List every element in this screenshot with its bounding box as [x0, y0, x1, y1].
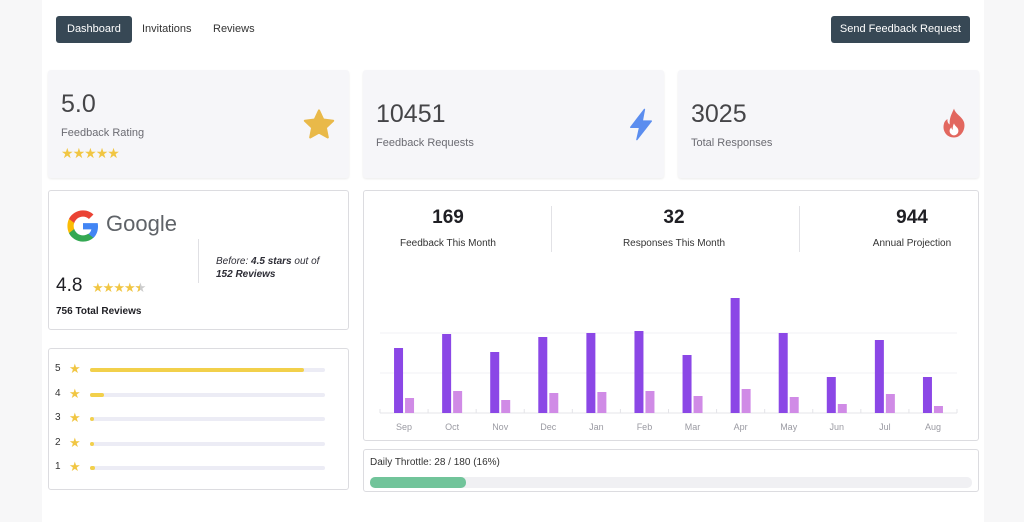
rating-row-track	[90, 466, 325, 470]
throttle-progress-track	[370, 477, 972, 488]
chart-bar-responses	[501, 400, 511, 413]
chart-bar-responses	[933, 406, 943, 413]
lightning-icon	[630, 108, 652, 141]
google-logo-text: Google	[106, 211, 177, 236]
rating-row-track	[90, 417, 325, 421]
stat-value: 5.0	[61, 90, 96, 118]
chart-bar-feedback	[778, 333, 788, 413]
monthly-bar-chart: Sep Oct Nov Dec Jan Feb Mar Apr May Jun Jul Aug	[379, 298, 958, 432]
chart-x-tick-label: Dec	[540, 422, 557, 432]
chart-bar-feedback	[682, 355, 692, 413]
stat-label: Feedback Requests	[376, 137, 474, 149]
chart-bar-feedback	[634, 331, 644, 413]
chart-bar-feedback	[586, 333, 596, 413]
chart-bar-feedback	[442, 334, 452, 413]
chart-bar-responses	[837, 404, 847, 413]
stat-label: Feedback Rating	[61, 127, 145, 139]
rating-row-stars-count: 1	[55, 461, 61, 472]
dashboard-page: Dashboard Invitations Reviews Send Feedb…	[42, 0, 984, 522]
tab-invitations[interactable]: Invitations	[142, 23, 192, 35]
divider	[551, 206, 552, 252]
divider	[198, 239, 199, 283]
chart-x-tick-label: Jul	[879, 422, 891, 432]
chart-bar-feedback	[922, 377, 932, 413]
rating-row-stars-count: 5	[55, 363, 61, 374]
stat-card-feedback-requests: 10451 Feedback Requests	[363, 70, 664, 178]
stat-label: Total Responses	[691, 137, 773, 149]
rating-row-stars-count: 3	[55, 412, 61, 423]
metric-feedback-this-month: 169 Feedback This Month	[400, 207, 496, 249]
star-icon: ★	[69, 410, 81, 425]
rating-row-3: 3 ★	[55, 410, 335, 426]
chart-x-tick-label: Jan	[589, 422, 604, 432]
star-icon: ★	[69, 385, 81, 401]
chart-bar-responses	[741, 389, 751, 413]
stat-card-total-responses: 3025 Total Responses	[678, 70, 979, 178]
star-icon: ★	[69, 434, 81, 450]
chart-bar-feedback	[874, 340, 884, 413]
chart-x-tick-label: Sep	[396, 422, 412, 432]
rating-row-fill	[90, 417, 94, 421]
rating-row-fill	[90, 441, 94, 446]
fire-icon	[943, 108, 965, 138]
rating-row-track	[90, 441, 325, 446]
rating-row-stars-count: 4	[55, 387, 61, 399]
throttle-label: Daily Throttle: 28 / 180 (16%)	[370, 457, 500, 468]
chart-bar-feedback	[394, 348, 404, 413]
rating-row-track	[90, 368, 325, 372]
daily-throttle-card: Daily Throttle: 28 / 180 (16%)	[363, 449, 979, 492]
rating-breakdown-card: 5 ★ 4 ★ 3 ★ 2 ★ 1 ★	[48, 348, 349, 490]
chart-x-tick-label: Mar	[685, 422, 701, 432]
monthly-stats-card: 169 Feedback This Month 32 Responses Thi…	[363, 190, 979, 441]
rating-row-fill	[90, 466, 95, 470]
google-g-icon	[67, 210, 99, 242]
tab-dashboard[interactable]: Dashboard	[56, 16, 132, 43]
chart-x-tick-label: Jun	[830, 422, 845, 432]
chart-bar-responses	[549, 393, 559, 413]
stat-card-feedback-rating: 5.0 Feedback Rating ★★★★★	[48, 70, 349, 178]
chart-x-tick-label: Oct	[445, 422, 460, 432]
tab-reviews[interactable]: Reviews	[213, 23, 255, 35]
chart-x-tick-label: Feb	[637, 422, 653, 432]
google-rating-stars: ★★★★★★	[92, 280, 146, 295]
rating-row-stars-count: 2	[55, 436, 61, 448]
chart-x-tick-label: Apr	[734, 422, 748, 432]
metric-responses-this-month: 32 Responses This Month	[622, 207, 726, 249]
rating-row-5: 5 ★	[55, 361, 335, 377]
chart-bar-responses	[789, 397, 799, 413]
google-total-reviews: 756 Total Reviews	[56, 306, 142, 317]
chart-bar-feedback	[490, 352, 500, 413]
google-reviews-card: Google Before: 4.5 stars out of 152 Revi…	[48, 190, 349, 330]
rating-row-fill	[90, 368, 304, 372]
divider	[799, 206, 800, 252]
chart-x-tick-label: Aug	[925, 422, 941, 432]
throttle-progress-fill	[370, 477, 467, 488]
star-icon	[303, 109, 335, 139]
chart-bar-feedback	[538, 337, 548, 413]
stat-value: 3025	[691, 100, 747, 128]
chart-x-tick-label: May	[780, 422, 798, 432]
rating-row-1: 1 ★	[55, 459, 335, 475]
rating-row-2: 2 ★	[55, 434, 335, 451]
chart-bar-responses	[885, 394, 895, 413]
chart-bar-responses	[645, 391, 655, 413]
star-icon: ★	[69, 361, 81, 376]
chart-bar-responses	[693, 396, 703, 413]
send-feedback-request-button[interactable]: Send Feedback Request	[830, 16, 970, 43]
chart-bar-responses	[597, 392, 607, 413]
metric-annual-projection: 944 Annual Projection	[872, 207, 952, 249]
google-rating-value: 4.8	[56, 275, 83, 296]
chart-bar-responses	[453, 391, 463, 413]
chart-x-tick-label: Nov	[492, 422, 509, 432]
chart-bar-feedback	[826, 377, 836, 413]
before-rating-note: Before: 4.5 stars out of 152 Reviews	[216, 256, 320, 280]
rating-row-4: 4 ★	[55, 385, 335, 402]
rating-row-fill	[90, 392, 105, 397]
chart-bar-feedback	[730, 298, 740, 413]
chart-bar-responses	[405, 398, 415, 413]
rating-row-track	[90, 392, 325, 397]
stat-value: 10451	[376, 100, 446, 128]
rating-stars: ★★★★★	[61, 145, 120, 161]
star-icon: ★	[69, 459, 81, 474]
